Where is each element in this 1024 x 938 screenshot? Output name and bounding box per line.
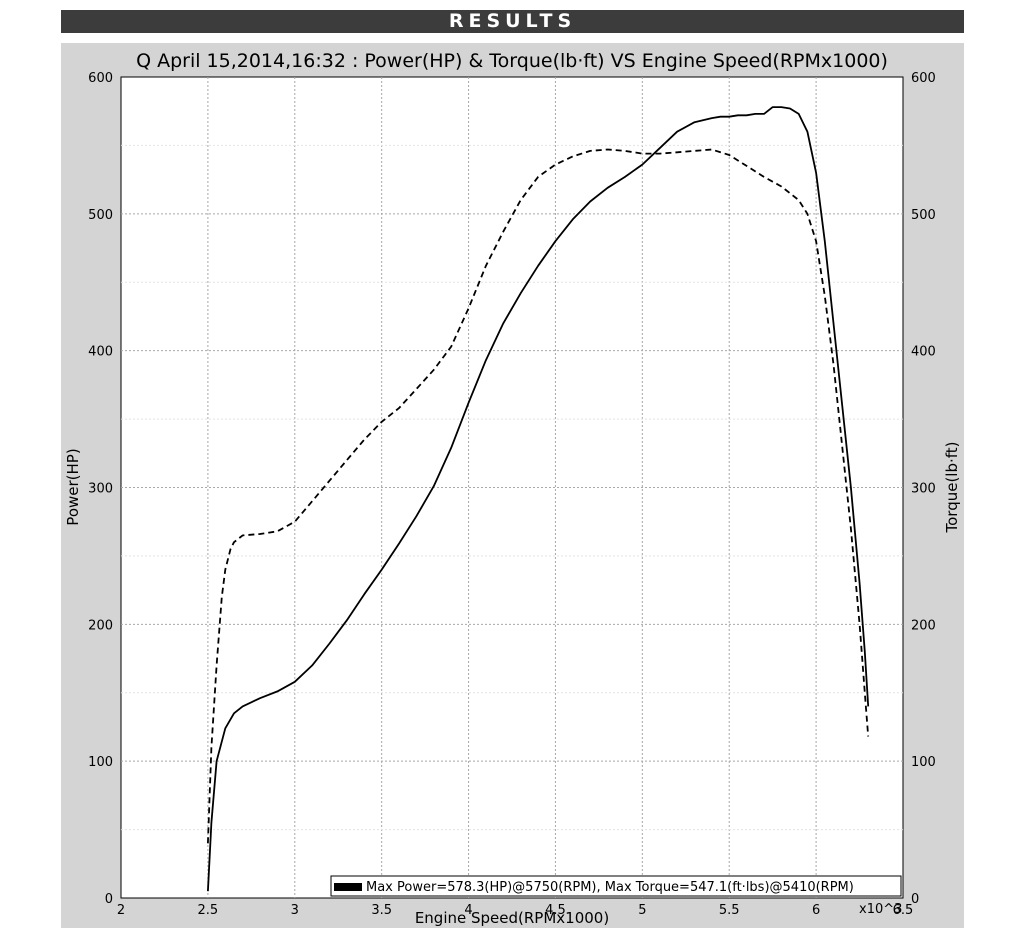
y-tick-label-left: 100 bbox=[88, 755, 113, 770]
y-axis-title-left: Power(HP) bbox=[64, 448, 82, 525]
y-tick-label-right: 500 bbox=[911, 208, 936, 223]
banner-title: RESULTS bbox=[448, 10, 577, 32]
y-tick-label-left: 500 bbox=[88, 208, 113, 223]
x-tick-label: 2 bbox=[117, 903, 125, 918]
y-tick-label-left: 200 bbox=[88, 618, 113, 633]
legend-text: Max Power=578.3(HP)@5750(RPM), Max Torqu… bbox=[366, 880, 854, 895]
x-tick-label: 2.5 bbox=[198, 903, 219, 918]
legend: Max Power=578.3(HP)@5750(RPM), Max Torqu… bbox=[330, 875, 902, 897]
results-banner: RESULTS bbox=[61, 10, 964, 33]
y-tick-label-left: 400 bbox=[88, 345, 113, 360]
x-multiplier-label: x10^3 bbox=[859, 902, 902, 917]
legend-swatch bbox=[334, 883, 362, 891]
y-tick-label-right: 400 bbox=[911, 345, 936, 360]
series-group bbox=[207, 106, 870, 892]
x-tick-label: 4.5 bbox=[545, 903, 566, 918]
y-tick-label-right: 0 bbox=[911, 892, 919, 907]
legend-box bbox=[330, 875, 902, 897]
x-tick-label: 4 bbox=[464, 903, 472, 918]
torque-line bbox=[207, 148, 870, 844]
x-axis-title: Engine Speed(RPMx1000) bbox=[415, 909, 609, 927]
x-tick-label: 3 bbox=[291, 903, 299, 918]
plot-area bbox=[120, 76, 904, 899]
x-tick-label: 5.5 bbox=[719, 903, 740, 918]
chart-title: Q April 15,2014,16:32 : Power(HP) & Torq… bbox=[136, 50, 888, 72]
x-tick-label: 3.5 bbox=[371, 903, 392, 918]
y-tick-label-right: 100 bbox=[911, 755, 936, 770]
chart-panel: 2 2.5 3 3.5 4 4.5 5 5.5 6 6.5 0 0 100 100 200 200 300 300… bbox=[61, 43, 964, 928]
x-tick-label: 5 bbox=[638, 903, 646, 918]
power-line bbox=[207, 106, 870, 892]
y-tick-label-left: 600 bbox=[88, 71, 113, 86]
y-tick-label-right: 300 bbox=[911, 482, 936, 497]
y-tick-label-left: 300 bbox=[88, 482, 113, 497]
grid bbox=[121, 77, 903, 898]
x-tick-label: 6 bbox=[812, 903, 820, 918]
y-tick-label-right: 200 bbox=[911, 618, 936, 633]
y-tick-label-left: 0 bbox=[105, 892, 113, 907]
y-tick-label-right: 600 bbox=[911, 71, 936, 86]
y-axis-title-right: Torque(lb·ft) bbox=[943, 441, 961, 533]
x-tick-label: 6.5 bbox=[893, 903, 914, 918]
